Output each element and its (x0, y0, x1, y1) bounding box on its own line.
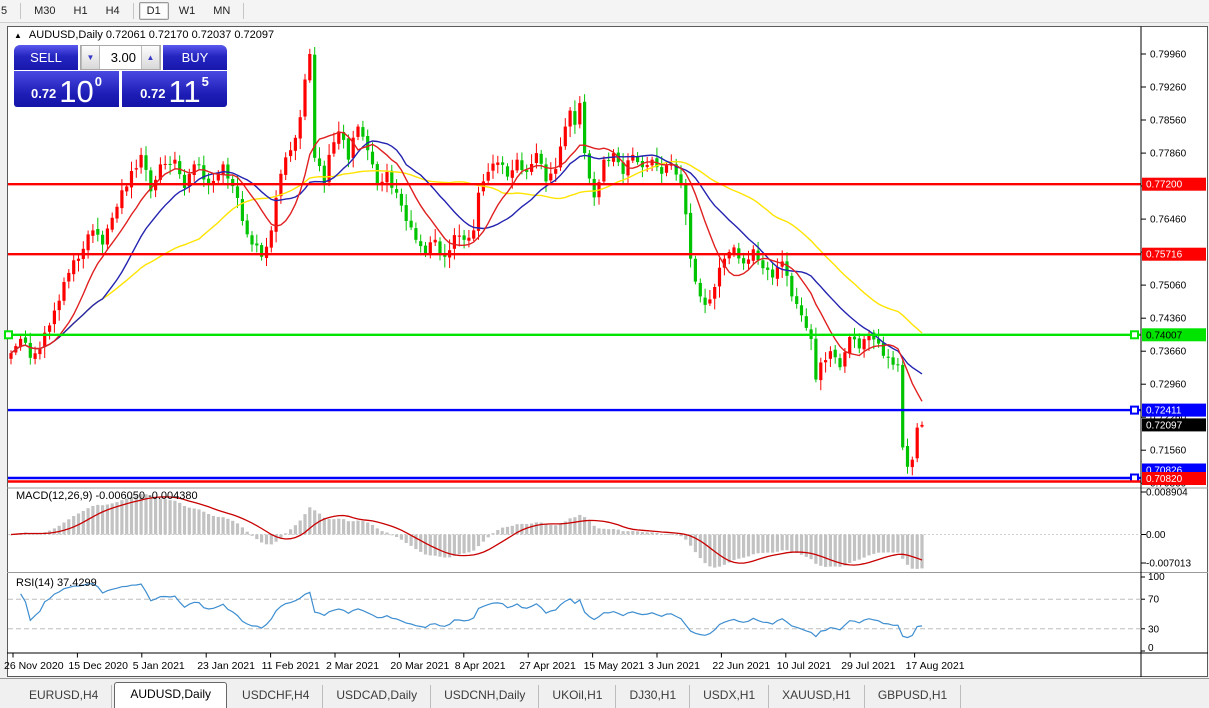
buy-price-prefix: 0.72 (140, 86, 166, 101)
svg-text:0.79260: 0.79260 (1150, 83, 1187, 94)
hline-handle[interactable] (1130, 330, 1139, 340)
svg-text:0.76460: 0.76460 (1150, 215, 1187, 226)
svg-text:0.77200: 0.77200 (1146, 180, 1183, 191)
svg-text:15 Dec 2020: 15 Dec 2020 (68, 660, 128, 672)
rsi-axis-labels: 100 70 30 0 (1141, 572, 1165, 654)
tab-USDCHF-H4[interactable]: USDCHF,H4 (229, 685, 324, 708)
volume-input[interactable]: 3.00 (100, 46, 141, 69)
svg-text:3 Jun 2021: 3 Jun 2021 (648, 660, 700, 672)
volume-spinner: ▼ 3.00 ▲ (80, 45, 161, 70)
toolbar-separator (243, 3, 245, 19)
buy-price-display[interactable]: 0.72 11 5 (122, 71, 227, 107)
svg-text:22 Jun 2021: 22 Jun 2021 (712, 660, 770, 672)
svg-text:11 Feb 2021: 11 Feb 2021 (262, 660, 320, 672)
candles (9, 47, 924, 476)
tab-USDCAD-Daily[interactable]: USDCAD,Daily (323, 685, 432, 708)
svg-text:0.79960: 0.79960 (1150, 50, 1187, 61)
tab-DJ30-H1[interactable]: DJ30,H1 (616, 685, 691, 708)
sell-price-pipette: 0 (94, 74, 103, 89)
svg-text:10 Jul 2021: 10 Jul 2021 (777, 660, 831, 672)
timeframe-button-H1[interactable]: H1 (73, 5, 88, 17)
price-badge-0.70820: 0.70820 (1142, 472, 1206, 485)
macd-signal-line (10, 496, 923, 566)
svg-text:-0.007013: -0.007013 (1146, 559, 1191, 570)
panel-collapse-icon[interactable]: ▲ (14, 30, 22, 40)
buy-price-pipette: 5 (201, 74, 209, 89)
svg-text:20 Mar 2021: 20 Mar 2021 (390, 660, 449, 672)
macd-histogram (9, 493, 924, 569)
svg-text:0.78560: 0.78560 (1150, 116, 1187, 127)
volume-increase-icon[interactable]: ▲ (141, 46, 160, 69)
timeframe-button-H4[interactable]: H4 (105, 5, 120, 17)
tab-USDCNH-Daily[interactable]: USDCNH,Daily (431, 685, 540, 708)
svg-text:0.72260: 0.72260 (1150, 413, 1187, 424)
tab-GBPUSD-H1[interactable]: GBPUSD,H1 (865, 685, 962, 708)
one-click-trade-panel: SELL ▼ 3.00 ▲ BUY 0.72 10 0 0.72 11 5 (14, 45, 227, 107)
svg-text:29 Jul 2021: 29 Jul 2021 (841, 660, 895, 672)
timeframe-button-M30[interactable]: M30 (34, 5, 56, 17)
tab-EURUSD-H4[interactable]: EURUSD,H4 (16, 685, 113, 708)
svg-text:0: 0 (1148, 643, 1154, 654)
svg-text:0.72097: 0.72097 (1146, 420, 1183, 431)
svg-text:30: 30 (1148, 625, 1160, 636)
svg-text:0.72960: 0.72960 (1150, 380, 1187, 391)
macd-axis-labels: 0.008904 0.00 -0.007013 (1141, 488, 1191, 570)
timeframe-button-5[interactable]: 5 (1, 5, 8, 17)
svg-text:0.72411: 0.72411 (1146, 406, 1182, 417)
svg-text:0.70820: 0.70820 (1146, 474, 1183, 485)
svg-text:100: 100 (1148, 572, 1165, 583)
rsi-line (20, 583, 923, 639)
price-badge-0.75716: 0.75716 (1142, 247, 1206, 261)
sell-button[interactable]: SELL (14, 45, 78, 70)
svg-text:0.75060: 0.75060 (1150, 281, 1187, 292)
svg-text:8 Apr 2021: 8 Apr 2021 (455, 660, 506, 672)
svg-text:5 Jan 2021: 5 Jan 2021 (133, 660, 185, 672)
timeframe-button-D1[interactable]: D1 (138, 2, 169, 20)
chart-frame (7, 26, 1208, 677)
svg-text:0.008904: 0.008904 (1146, 488, 1188, 499)
svg-text:70: 70 (1148, 595, 1160, 606)
volume-decrease-icon[interactable]: ▼ (81, 46, 100, 69)
tab-XAUUSD-H1[interactable]: XAUUSD,H1 (769, 685, 865, 708)
svg-text:0.77860: 0.77860 (1150, 149, 1187, 160)
svg-text:2 Mar 2021: 2 Mar 2021 (326, 660, 379, 672)
tab-UKOil-H1[interactable]: UKOil,H1 (539, 685, 617, 708)
price-badge-0.72411: 0.72411 (1142, 403, 1206, 417)
current-price-badge: 0.72097 (1142, 418, 1206, 432)
buy-button[interactable]: BUY (163, 45, 227, 70)
sell-price-prefix: 0.72 (30, 86, 57, 101)
timeframe-button-W1[interactable]: W1 (178, 5, 196, 17)
price-badge-0.77200: 0.77200 (1142, 177, 1206, 191)
svg-text:0.74007: 0.74007 (1146, 330, 1183, 341)
tab-USDX-H1[interactable]: USDX,H1 (690, 685, 770, 708)
date-axis-labels: 26 Nov 2020 15 Dec 2020 5 Jan 2021 23 Jan 2… (4, 653, 965, 672)
toolbar-separator (20, 3, 22, 19)
svg-text:0.00: 0.00 (1146, 530, 1166, 541)
timeframe-button-MN[interactable]: MN (213, 5, 231, 17)
chart-tabs-bar: EURUSD,H4 AUDUSD,Daily USDCHF,H4 USDCAD,Dai… (0, 678, 1209, 708)
svg-text:0.70826: 0.70826 (1146, 466, 1183, 477)
svg-text:26 Nov 2020: 26 Nov 2020 (4, 660, 64, 672)
tab-AUDUSD-Daily[interactable]: AUDUSD,Daily (114, 682, 228, 708)
svg-text:0.73660: 0.73660 (1150, 347, 1187, 358)
sell-price-display[interactable]: 0.72 10 0 (14, 71, 119, 107)
buy-price-big: 11 (168, 73, 201, 109)
svg-text:0.74360: 0.74360 (1150, 314, 1187, 325)
hline-handle[interactable] (1130, 405, 1139, 415)
ma-line-fast (10, 131, 923, 402)
hline-left-handle[interactable] (4, 330, 13, 340)
svg-text:0.75716: 0.75716 (1146, 250, 1183, 261)
svg-text:27 Apr 2021: 27 Apr 2021 (519, 660, 576, 672)
price-badge-0.74007: 0.74007 (1142, 328, 1206, 342)
svg-text:23 Jan 2021: 23 Jan 2021 (197, 660, 255, 672)
svg-text:0.71560: 0.71560 (1150, 446, 1187, 457)
sell-price-big: 10 (59, 73, 94, 109)
toolbar-separator (132, 3, 134, 19)
svg-text:15 May 2021: 15 May 2021 (584, 660, 645, 672)
timeframe-toolbar: 5 M30 H1 H4 D1 W1 MN (0, 0, 1209, 23)
svg-text:17 Aug 2021: 17 Aug 2021 (906, 660, 965, 672)
